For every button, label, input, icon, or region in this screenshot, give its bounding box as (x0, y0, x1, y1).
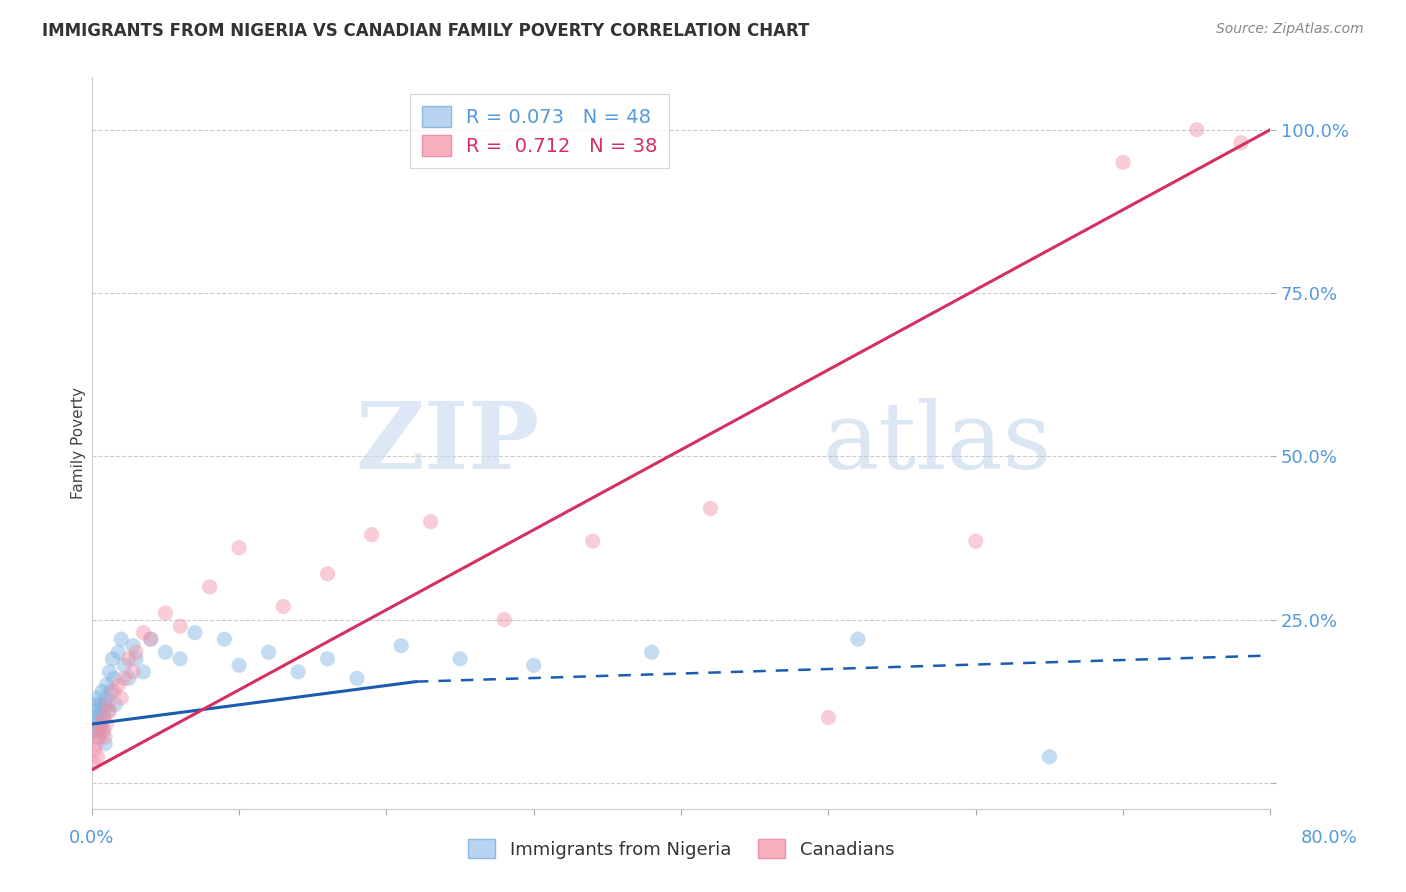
Point (91, 704, 114, 718)
Point (640, 645, 662, 659)
Text: IMMIGRANTS FROM NIGERIA VS CANADIAN FAMILY POVERTY CORRELATION CHART: IMMIGRANTS FROM NIGERIA VS CANADIAN FAMI… (42, 22, 810, 40)
Text: 80.0%: 80.0% (1301, 829, 1357, 847)
Text: 0.0%: 0.0% (69, 829, 114, 847)
Point (104, 698, 127, 712)
Y-axis label: Family Poverty: Family Poverty (72, 387, 86, 500)
Point (94, 730, 117, 744)
Point (93, 710, 115, 724)
Point (316, 652, 339, 666)
Point (101, 652, 124, 666)
Point (89, 730, 111, 744)
Point (122, 639, 145, 653)
Text: ZIP: ZIP (356, 398, 540, 488)
Point (107, 645, 129, 659)
Point (139, 632, 162, 647)
Point (90, 717, 112, 731)
Point (82, 710, 104, 724)
Point (117, 652, 139, 666)
Point (1185, 122, 1208, 136)
Point (169, 652, 191, 666)
Point (139, 632, 162, 647)
Point (91, 723, 114, 738)
Legend: Immigrants from Nigeria, Canadians: Immigrants from Nigeria, Canadians (461, 831, 901, 866)
Point (89, 710, 111, 724)
Point (103, 672, 125, 686)
Point (84, 717, 107, 731)
Point (84, 723, 107, 738)
Text: atlas: atlas (823, 398, 1052, 488)
Text: Source: ZipAtlas.com: Source: ZipAtlas.com (1216, 22, 1364, 37)
Point (107, 678, 129, 692)
Point (112, 658, 135, 673)
Point (83, 743, 105, 757)
Point (82, 756, 104, 771)
Point (86, 730, 108, 744)
Point (287, 665, 309, 679)
Point (184, 625, 207, 640)
Point (155, 606, 177, 620)
Point (125, 652, 148, 666)
Point (86, 690, 108, 705)
Point (1230, 136, 1253, 150)
Point (228, 658, 250, 673)
Point (91, 684, 114, 698)
Point (84, 737, 107, 751)
Point (846, 632, 869, 647)
Point (449, 652, 471, 666)
Point (97, 704, 120, 718)
Point (117, 672, 139, 686)
Point (110, 632, 132, 647)
Point (97, 698, 120, 712)
Point (582, 534, 605, 549)
Point (90, 698, 112, 712)
Point (228, 541, 250, 555)
Point (169, 619, 191, 633)
Point (96, 717, 118, 731)
Point (132, 625, 155, 640)
Point (1112, 155, 1135, 169)
Point (84, 704, 107, 718)
Point (93, 710, 115, 724)
Point (125, 645, 148, 659)
Point (96, 678, 118, 692)
Point (90, 717, 112, 731)
Point (389, 639, 412, 653)
Point (198, 580, 221, 594)
Point (83, 698, 105, 712)
Point (214, 632, 236, 647)
Point (100, 684, 122, 698)
Point (273, 599, 295, 614)
Point (98, 704, 121, 718)
Point (94, 737, 117, 751)
Point (83, 723, 105, 738)
Point (257, 645, 280, 659)
Point (122, 665, 145, 679)
Point (155, 645, 177, 659)
Point (494, 613, 516, 627)
Point (699, 501, 721, 516)
Point (1038, 749, 1060, 764)
Point (93, 723, 115, 738)
Point (965, 534, 987, 549)
Point (817, 710, 839, 724)
Point (316, 566, 339, 581)
Point (110, 690, 132, 705)
Point (103, 684, 125, 698)
Point (96, 690, 118, 705)
Point (523, 658, 546, 673)
Point (419, 515, 441, 529)
Point (132, 665, 155, 679)
Point (89, 723, 111, 738)
Point (86, 749, 108, 764)
Point (112, 672, 135, 686)
Point (360, 527, 382, 541)
Point (346, 672, 368, 686)
Point (94, 698, 117, 712)
Point (98, 665, 121, 679)
